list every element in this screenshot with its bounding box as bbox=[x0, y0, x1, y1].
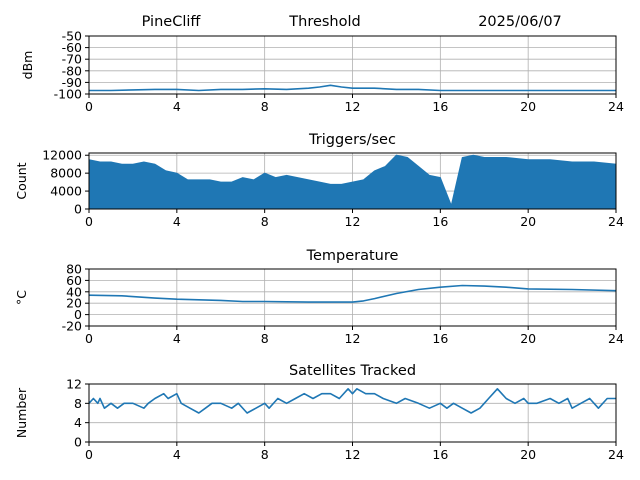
x-tick-label: 4 bbox=[173, 99, 181, 114]
x-tick-label: 8 bbox=[261, 99, 269, 114]
panel-2: 0 4 8 12 16 20 2404000800012000Triggers/secCou… bbox=[14, 132, 624, 229]
y-axis-label: dBm bbox=[20, 51, 35, 80]
report-date: 2025/06/07 bbox=[478, 14, 562, 30]
x-tick-label: 0 bbox=[85, 447, 93, 462]
x-tick-label: 16 bbox=[432, 99, 448, 114]
x-tick-label: 20 bbox=[520, 331, 536, 346]
y-axis-label: Number bbox=[14, 387, 29, 438]
x-tick-label: 4 bbox=[173, 214, 181, 229]
x-tick-label: 4 bbox=[173, 447, 181, 462]
x-tick-label: 24 bbox=[608, 331, 624, 346]
x-tick-label: 0 bbox=[85, 214, 93, 229]
plot-frame bbox=[88, 152, 617, 210]
y-tick-label: 0 bbox=[74, 435, 82, 450]
y-tick-label: 60 bbox=[66, 273, 82, 288]
y-axis-label: °C bbox=[14, 290, 29, 305]
plot-frame bbox=[88, 268, 617, 327]
x-tick-label: 16 bbox=[432, 214, 448, 229]
panel-4: 0 4 8 12 16 20 24 0 4 8 12 Satellites Tracked Number bbox=[14, 363, 624, 462]
x-tick-label: 8 bbox=[261, 214, 269, 229]
y-tick-label: 0 bbox=[74, 307, 82, 322]
plot-frame bbox=[88, 383, 617, 443]
y-tick-label: 20 bbox=[66, 296, 82, 311]
y-tick-label: -50 bbox=[62, 29, 82, 44]
x-tick-label: 12 bbox=[345, 214, 361, 229]
y-tick-label: 8 bbox=[74, 396, 82, 411]
y-tick-label: -100 bbox=[54, 87, 82, 102]
x-tick-label: 20 bbox=[520, 447, 536, 462]
x-tick-label: 8 bbox=[261, 331, 269, 346]
x-tick-label: 24 bbox=[608, 99, 624, 114]
station-name: PineCliff bbox=[142, 14, 202, 30]
x-tick-label: 12 bbox=[345, 99, 361, 114]
y-tick-label: 12000 bbox=[42, 148, 82, 163]
x-tick-label: 16 bbox=[432, 447, 448, 462]
x-tick-label: 24 bbox=[608, 214, 624, 229]
x-tick-label: 12 bbox=[345, 447, 361, 462]
plot-frame bbox=[88, 35, 617, 95]
y-tick-label: 0 bbox=[74, 202, 82, 217]
y-axis-label: Count bbox=[14, 162, 29, 199]
x-tick-label: 0 bbox=[85, 99, 93, 114]
y-tick-label: 4 bbox=[74, 415, 82, 430]
x-tick-label: 24 bbox=[608, 447, 624, 462]
y-tick-label: -90 bbox=[62, 75, 82, 90]
panel-title: Temperature bbox=[306, 248, 399, 264]
x-tick-label: 20 bbox=[520, 214, 536, 229]
y-tick-label: 40 bbox=[66, 284, 82, 299]
y-tick-label: -80 bbox=[62, 63, 82, 78]
y-tick-label: -60 bbox=[62, 40, 82, 55]
x-tick-label: 16 bbox=[432, 331, 448, 346]
y-tick-label: 80 bbox=[66, 262, 82, 277]
y-tick-label: 8000 bbox=[50, 166, 82, 181]
y-tick-label: 12 bbox=[66, 377, 82, 392]
y-tick-label: -70 bbox=[62, 52, 82, 67]
x-tick-label: 8 bbox=[261, 447, 269, 462]
chart-panels: 0 4 8 12 16 20 24 -100-90-80-70-60-50 dBm 0 4 8 12 16… bbox=[14, 29, 624, 463]
x-tick-label: 0 bbox=[85, 331, 93, 346]
y-tick-label: 4000 bbox=[50, 184, 82, 199]
panel-title: Satellites Tracked bbox=[289, 363, 416, 379]
page-title: Threshold bbox=[288, 14, 360, 30]
panel-1: 0 4 8 12 16 20 24 -100-90-80-70-60-50 dBm bbox=[20, 29, 624, 115]
panel-title: Triggers/sec bbox=[308, 132, 396, 148]
x-tick-label: 12 bbox=[345, 331, 361, 346]
y-tick-label: -20 bbox=[62, 319, 82, 334]
x-tick-label: 4 bbox=[173, 331, 181, 346]
x-tick-label: 20 bbox=[520, 99, 536, 114]
